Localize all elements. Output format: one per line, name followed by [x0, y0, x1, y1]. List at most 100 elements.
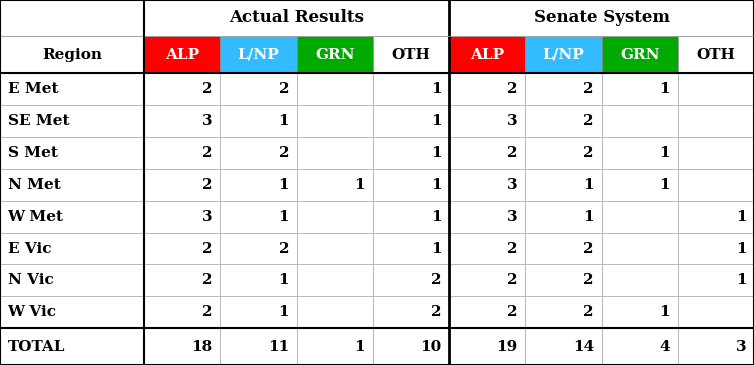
Bar	[144, 264, 220, 296]
Text: 1: 1	[660, 178, 670, 192]
Bar	[678, 137, 754, 169]
Bar	[220, 73, 296, 105]
Text: 1: 1	[584, 178, 594, 192]
Bar	[372, 36, 449, 73]
Bar	[602, 296, 678, 328]
Text: Region: Region	[42, 47, 102, 62]
Bar	[0, 233, 144, 264]
Text: 2: 2	[584, 305, 594, 319]
Bar	[449, 169, 526, 201]
Text: N Vic: N Vic	[8, 273, 54, 287]
Text: 1: 1	[660, 146, 670, 160]
Bar	[526, 233, 602, 264]
Bar	[602, 169, 678, 201]
Text: 1: 1	[660, 82, 670, 96]
Bar	[526, 73, 602, 105]
Text: 2: 2	[202, 146, 213, 160]
Text: 2: 2	[507, 82, 518, 96]
Text: W Vic: W Vic	[8, 305, 57, 319]
Text: 1: 1	[354, 339, 365, 354]
Bar	[0, 73, 144, 105]
Text: 2: 2	[584, 114, 594, 128]
Bar	[296, 233, 372, 264]
Text: 2: 2	[431, 305, 442, 319]
Text: E Vic: E Vic	[8, 242, 51, 256]
Bar	[602, 105, 678, 137]
Text: 1: 1	[278, 273, 289, 287]
Text: OTH: OTH	[391, 47, 431, 62]
Bar	[220, 296, 296, 328]
Text: 1: 1	[278, 178, 289, 192]
Text: W Met: W Met	[8, 210, 63, 224]
Bar	[372, 105, 449, 137]
Text: 1: 1	[354, 178, 365, 192]
Bar	[372, 264, 449, 296]
Bar	[220, 233, 296, 264]
Text: 3: 3	[736, 339, 746, 354]
Text: 18: 18	[192, 339, 213, 354]
Bar	[678, 328, 754, 365]
Bar	[526, 296, 602, 328]
Bar	[0, 137, 144, 169]
Text: 14: 14	[573, 339, 594, 354]
Bar	[526, 264, 602, 296]
Text: L/NP: L/NP	[543, 47, 584, 62]
Text: 3: 3	[507, 114, 518, 128]
Bar	[449, 73, 526, 105]
Text: 2: 2	[202, 305, 213, 319]
Text: 2: 2	[278, 242, 289, 256]
Text: 3: 3	[202, 114, 213, 128]
Bar	[144, 233, 220, 264]
Text: 2: 2	[584, 146, 594, 160]
Bar	[449, 264, 526, 296]
Bar	[220, 328, 296, 365]
Bar	[144, 169, 220, 201]
Bar	[296, 264, 372, 296]
Bar	[526, 137, 602, 169]
Bar	[296, 36, 372, 73]
Bar	[220, 137, 296, 169]
Bar	[0, 0, 144, 36]
Text: 1: 1	[431, 146, 442, 160]
Text: Actual Results: Actual Results	[229, 9, 364, 26]
Text: 1: 1	[278, 114, 289, 128]
Bar	[602, 264, 678, 296]
Bar	[678, 36, 754, 73]
Text: 1: 1	[736, 210, 746, 224]
Text: 2: 2	[507, 273, 518, 287]
Text: 11: 11	[268, 339, 289, 354]
Bar	[372, 201, 449, 233]
Text: 1: 1	[736, 242, 746, 256]
Text: E Met: E Met	[8, 82, 58, 96]
Text: N Met: N Met	[8, 178, 60, 192]
Bar	[602, 328, 678, 365]
Text: 3: 3	[202, 210, 213, 224]
Bar	[296, 169, 372, 201]
Bar	[602, 137, 678, 169]
Bar	[144, 137, 220, 169]
Bar	[144, 201, 220, 233]
Text: OTH: OTH	[697, 47, 735, 62]
Bar	[0, 296, 144, 328]
Text: 1: 1	[660, 305, 670, 319]
Bar	[144, 296, 220, 328]
Bar	[220, 201, 296, 233]
Bar	[526, 169, 602, 201]
Bar	[449, 105, 526, 137]
Bar	[602, 201, 678, 233]
Bar	[678, 233, 754, 264]
Text: L/NP: L/NP	[238, 47, 279, 62]
Bar	[144, 328, 220, 365]
Bar	[296, 105, 372, 137]
Text: 19: 19	[496, 339, 518, 354]
Bar	[220, 105, 296, 137]
Text: 2: 2	[584, 82, 594, 96]
Bar	[602, 73, 678, 105]
Bar	[372, 73, 449, 105]
Bar	[144, 73, 220, 105]
Bar	[526, 105, 602, 137]
Bar	[372, 137, 449, 169]
Text: GRN: GRN	[620, 47, 660, 62]
Bar	[0, 169, 144, 201]
Bar	[602, 233, 678, 264]
